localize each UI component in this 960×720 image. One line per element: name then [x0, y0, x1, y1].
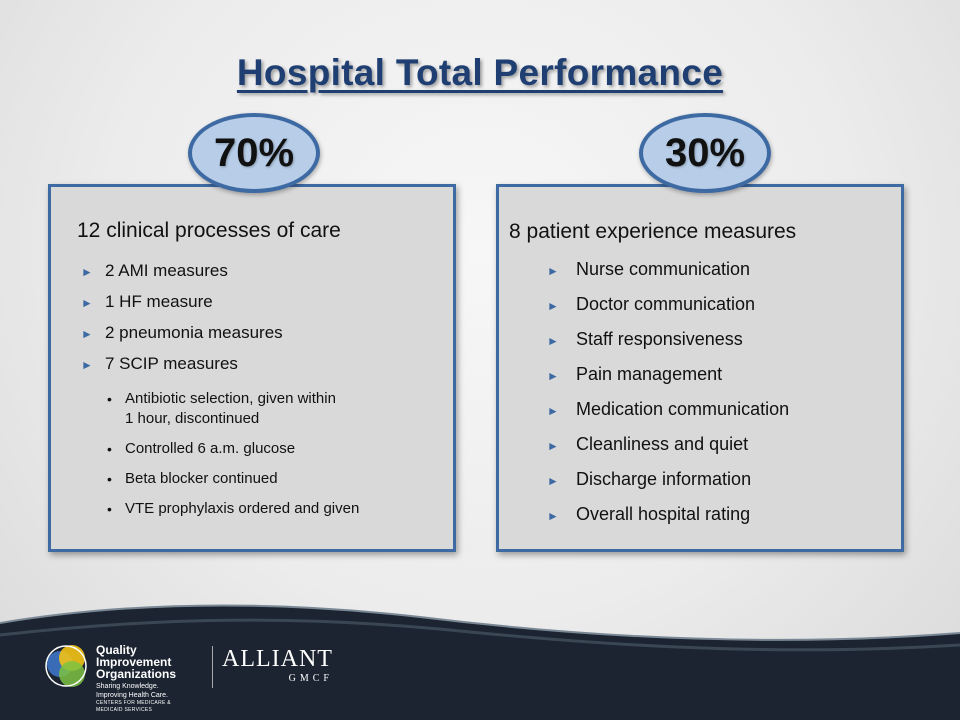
slide-title: Hospital Total Performance [236, 52, 724, 93]
clinical-list: ► 2 AMI measures ► 1 HF measure ► 2 pneumon… [81, 261, 283, 385]
dot-bullet-icon: • [107, 441, 112, 457]
list-item: ► Pain management [547, 364, 723, 384]
arrow-bullet-icon: ► [547, 299, 559, 313]
list-item: ► 7 SCIP measures [81, 354, 238, 373]
list-item: ► 2 pneumonia measures [81, 323, 283, 342]
arrow-bullet-icon: ► [547, 264, 559, 278]
arrow-bullet-icon: ► [81, 327, 93, 341]
sub-list-item: • Controlled 6 a.m. glucose [107, 440, 296, 457]
list-item: ► Medication communication [547, 399, 790, 419]
dot-bullet-icon: • [107, 471, 112, 487]
logo-divider [212, 646, 213, 688]
dot-bullet-icon: • [107, 501, 112, 517]
arrow-bullet-icon: ► [547, 369, 559, 383]
list-item: ► 1 HF measure [81, 292, 213, 311]
qio-logo-icon [45, 645, 87, 687]
clinical-percent-badge: 70% [188, 113, 320, 193]
list-item: ► Cleanliness and quiet [547, 434, 749, 454]
sub-list-item: • VTE prophylaxis ordered and given [107, 500, 360, 517]
clinical-process-panel: 12 clinical processes of care ► 2 AMI mea… [48, 184, 456, 552]
dot-bullet-icon: • [107, 391, 112, 407]
list-item: ► Overall hospital rating [547, 504, 751, 524]
list-item: ► Nurse communication [547, 259, 751, 279]
clinical-heading: 12 clinical processes of care [77, 219, 341, 242]
scip-sublist: • Antibiotic selection, given within 1 hou… [107, 389, 359, 529]
patient-list: ► Nurse communication ► Doctor communicati… [547, 259, 789, 539]
alliant-logo: ALLIANT GMCF [222, 646, 333, 684]
footer-band [0, 595, 960, 720]
arrow-bullet-icon: ► [81, 358, 93, 372]
arrow-bullet-icon: ► [547, 404, 559, 418]
footer-wave [0, 604, 960, 720]
arrow-bullet-icon: ► [81, 265, 93, 279]
list-item: ► Discharge information [547, 469, 752, 489]
list-item: ► Staff responsiveness [547, 329, 743, 349]
arrow-bullet-icon: ► [547, 474, 559, 488]
arrow-bullet-icon: ► [81, 296, 93, 310]
qio-text: Quality Improvement Organizations Sharin… [96, 643, 177, 713]
patient-heading: 8 patient experience measures [509, 220, 797, 243]
sub-list-item: • Beta blocker continued [107, 470, 278, 487]
list-item: ► 2 AMI measures [81, 261, 228, 280]
sub-list-item: • Antibiotic selection, given within 1 hou… [107, 390, 336, 427]
patient-percent-badge: 30% [639, 113, 771, 193]
arrow-bullet-icon: ► [547, 334, 559, 348]
arrow-bullet-icon: ► [547, 509, 559, 523]
arrow-bullet-icon: ► [547, 439, 559, 453]
list-item: ► Doctor communication [547, 294, 756, 314]
patient-experience-panel: 8 patient experience measures ► Nurse com… [496, 184, 904, 552]
